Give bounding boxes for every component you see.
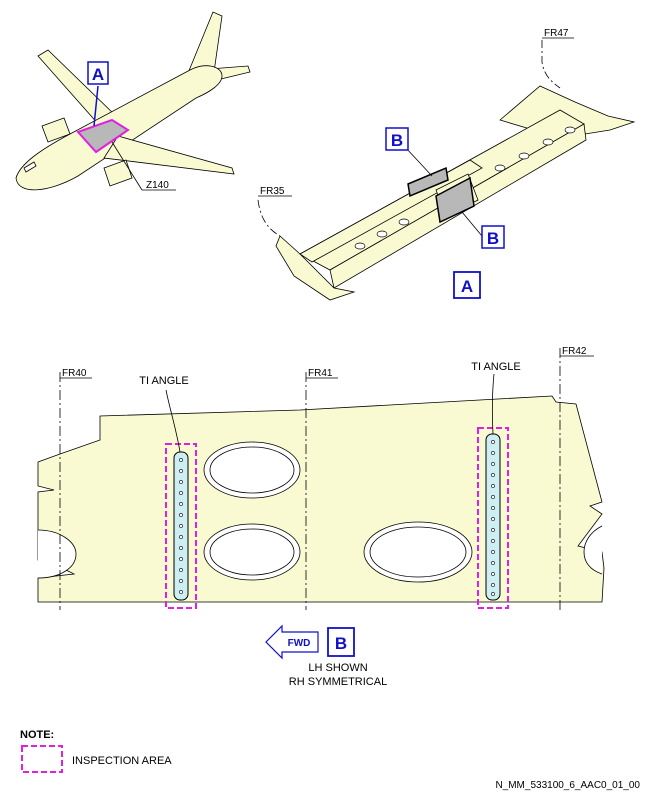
- ti-angle-right-label: TI ANGLE: [471, 361, 521, 373]
- frame-41-label: FR41: [308, 368, 333, 379]
- web-plate: [37, 395, 605, 603]
- drawing-reference: N_MM_533100_6_AAC0_01_00: [495, 780, 640, 791]
- view-a-callout-small: A: [87, 61, 109, 85]
- view-a-panel-upper: [407, 166, 449, 198]
- view-b-label-large: B: [335, 634, 347, 653]
- legend-inspection-label: INSPECTION AREA: [72, 755, 172, 767]
- legend-inspection-swatch: [21, 745, 63, 773]
- fwd-label: FWD: [288, 638, 311, 649]
- note-heading: NOTE:: [20, 729, 54, 741]
- view-b-label-1: B: [391, 131, 403, 150]
- view-b-callout-large: B: [327, 627, 355, 657]
- inspection-area-left: [165, 443, 197, 609]
- fwd-arrow: [265, 624, 319, 660]
- view-a-label-small: A: [92, 65, 104, 84]
- view-b-callout-1: B: [385, 127, 409, 151]
- zone-label: Z140: [146, 180, 169, 191]
- view-b-label-2: B: [487, 229, 499, 248]
- frame-35-label: FR35: [260, 186, 285, 197]
- lightening-holes: [37, 441, 603, 583]
- aircraft-overview: [15, 11, 251, 191]
- view-b-callout-2: B: [481, 225, 505, 249]
- z140-panel: [76, 118, 130, 154]
- lh-shown-label: LH SHOWN: [308, 662, 367, 674]
- view-a-panel-lower: [435, 176, 475, 224]
- view-a-label-large: A: [461, 277, 473, 296]
- ti-angle-left: [173, 451, 189, 601]
- beam-holes: [354, 126, 576, 250]
- frame-42-label: FR42: [562, 346, 587, 357]
- ti-angle-right: [485, 433, 501, 601]
- frame-47-label: FR47: [544, 28, 569, 39]
- view-a-callout-large: A: [453, 271, 481, 299]
- rh-symmetrical-label: RH SYMMETRICAL: [289, 676, 387, 688]
- ti-angle-left-label: TI ANGLE: [139, 375, 189, 387]
- frame-40-label: FR40: [62, 368, 87, 379]
